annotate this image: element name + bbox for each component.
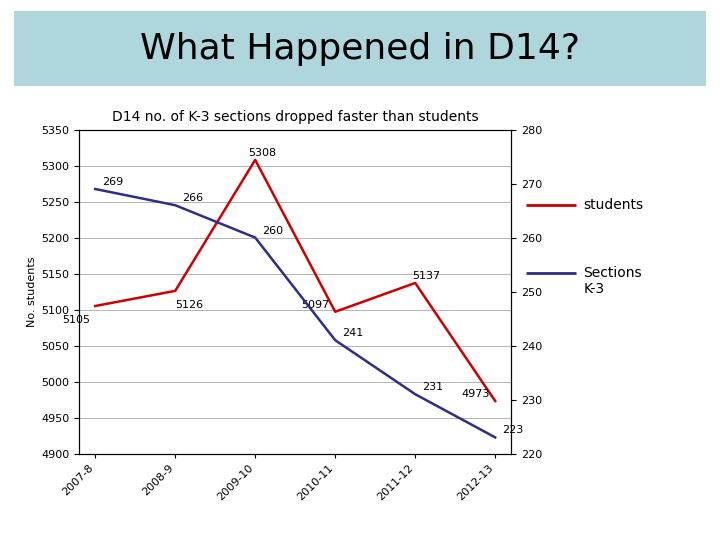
Title: D14 no. of K-3 sections dropped faster than students: D14 no. of K-3 sections dropped faster t… [112,110,479,124]
Text: 260: 260 [262,226,283,235]
Text: 5097: 5097 [302,300,330,310]
Y-axis label: No. students: No. students [27,256,37,327]
Text: 5126: 5126 [175,300,203,310]
Text: 5105: 5105 [62,315,90,325]
Text: Sections
K-3: Sections K-3 [583,266,642,296]
Text: 269: 269 [102,177,123,187]
Text: 4973: 4973 [462,389,490,399]
Text: What Happened in D14?: What Happened in D14? [140,32,580,65]
Text: 266: 266 [182,193,203,203]
Text: 241: 241 [342,328,364,338]
Text: 5137: 5137 [413,271,441,281]
Text: 5308: 5308 [248,148,276,158]
Text: 223: 223 [502,426,523,435]
Text: 231: 231 [422,382,444,392]
Text: students: students [583,198,644,212]
